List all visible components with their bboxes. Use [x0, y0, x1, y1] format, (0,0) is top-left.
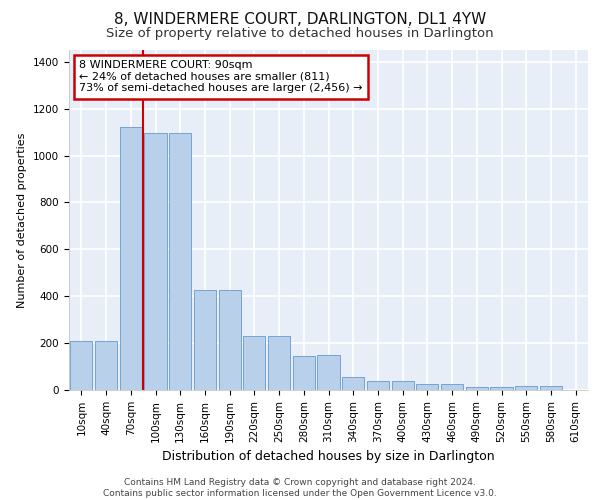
Text: Contains HM Land Registry data © Crown copyright and database right 2024.
Contai: Contains HM Land Registry data © Crown c… — [103, 478, 497, 498]
Bar — [367, 381, 389, 390]
Bar — [540, 386, 562, 390]
Bar — [515, 386, 538, 390]
Y-axis label: Number of detached properties: Number of detached properties — [17, 132, 28, 308]
Bar — [169, 133, 191, 390]
X-axis label: Distribution of detached houses by size in Darlington: Distribution of detached houses by size … — [162, 450, 495, 463]
Bar — [293, 356, 315, 390]
Bar — [416, 384, 439, 390]
Bar — [194, 290, 216, 390]
Bar — [392, 382, 414, 390]
Bar — [441, 384, 463, 390]
Bar — [490, 387, 512, 390]
Bar — [95, 341, 117, 390]
Bar — [342, 377, 364, 390]
Bar — [218, 290, 241, 390]
Bar — [317, 356, 340, 390]
Text: 8 WINDERMERE COURT: 90sqm
← 24% of detached houses are smaller (811)
73% of semi: 8 WINDERMERE COURT: 90sqm ← 24% of detac… — [79, 60, 363, 94]
Bar — [466, 387, 488, 390]
Text: 8, WINDERMERE COURT, DARLINGTON, DL1 4YW: 8, WINDERMERE COURT, DARLINGTON, DL1 4YW — [114, 12, 486, 28]
Bar — [145, 133, 167, 390]
Bar — [70, 342, 92, 390]
Bar — [119, 128, 142, 390]
Bar — [243, 336, 265, 390]
Bar — [268, 336, 290, 390]
Text: Size of property relative to detached houses in Darlington: Size of property relative to detached ho… — [106, 28, 494, 40]
